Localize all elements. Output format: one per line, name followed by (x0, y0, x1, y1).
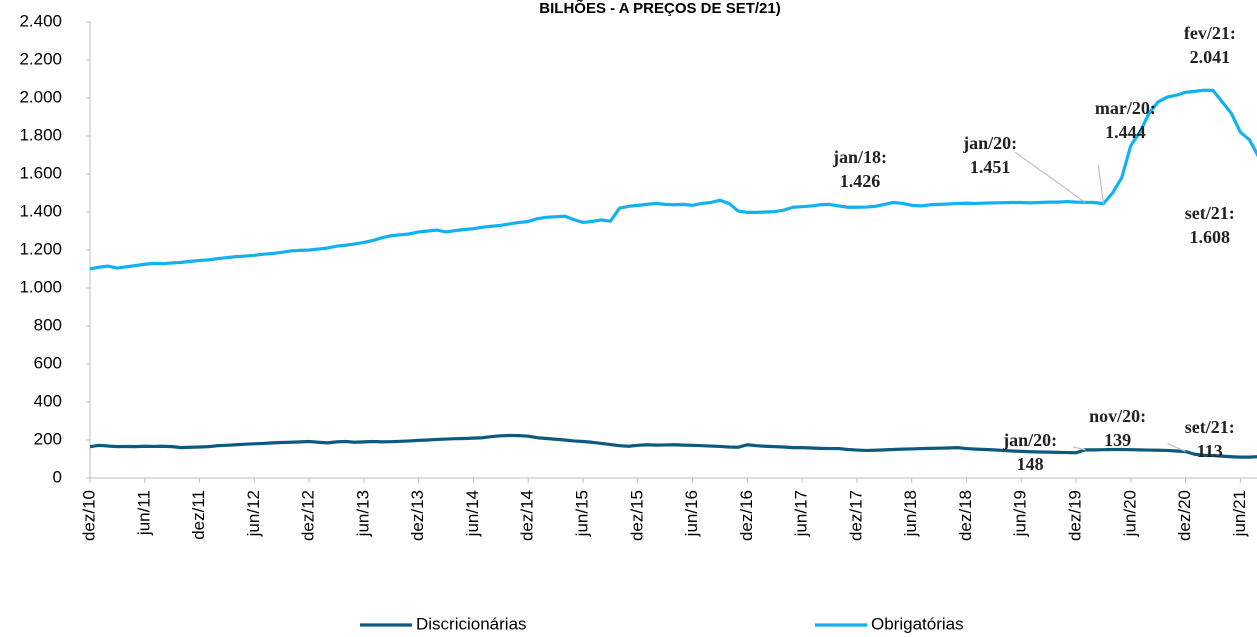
data-label: jan/20: 148 (1003, 429, 1058, 474)
x-tick-label: jun/13 (353, 490, 372, 537)
y-tick-label: 0 (53, 467, 62, 486)
data-label: set/21: 1.608 (1184, 203, 1235, 248)
x-tick-label: dez/18 (956, 490, 975, 541)
x-tick-label: jun/21 (1230, 490, 1249, 537)
x-tick-label: dez/13 (408, 490, 427, 541)
series-line (89, 88, 1257, 271)
data-label: mar/20: 1.444 (1094, 97, 1156, 142)
callout-leader (1073, 446, 1086, 451)
chart-title: BILHÕES - A PREÇOS DE SET/21) (539, 0, 780, 17)
x-tick-label: dez/17 (846, 490, 865, 541)
x-tick-label: jun/20 (1120, 490, 1139, 537)
x-tick-label: dez/16 (737, 490, 756, 541)
y-tick-label: 2.000 (19, 87, 62, 106)
data-label: jan/20: 1.451 (963, 133, 1018, 178)
x-tick-label: dez/14 (518, 490, 537, 541)
x-tick-label: dez/15 (627, 490, 646, 541)
y-tick-label: 1.000 (19, 277, 62, 296)
y-tick-label: 400 (34, 391, 62, 410)
y-tick-label: 1.600 (19, 163, 62, 182)
callout-leader (1097, 165, 1105, 204)
x-tick-label: jun/12 (244, 490, 263, 537)
legend-label: Discricionárias (416, 614, 527, 633)
x-tick-label: jun/16 (682, 490, 701, 537)
x-tick-label: dez/11 (189, 490, 208, 540)
x-tick-label: jun/14 (463, 490, 482, 537)
x-tick-label: jun/15 (573, 490, 592, 537)
x-tick-label: jun/18 (901, 490, 920, 537)
data-label: jan/18: 1.426 (833, 147, 888, 192)
x-tick-label: jun/19 (1011, 490, 1030, 537)
y-tick-label: 1.400 (19, 201, 62, 220)
data-label: fev/21: 2.041 (1183, 23, 1236, 68)
x-tick-label: dez/12 (299, 490, 318, 541)
series-line (89, 433, 1257, 459)
data-label: set/21: 113 (1184, 416, 1235, 461)
data-label: nov/20: 139 (1089, 405, 1147, 450)
x-tick-label: jun/11 (134, 490, 153, 536)
y-tick-label: 1.800 (19, 125, 62, 144)
x-tick-label: jun/17 (792, 490, 811, 537)
y-tick-label: 600 (34, 353, 62, 372)
y-tick-label: 200 (34, 429, 62, 448)
y-tick-label: 2.200 (19, 49, 62, 68)
y-tick-label: 1.200 (19, 239, 62, 258)
x-tick-label: dez/20 (1175, 490, 1194, 541)
legend-label: Obrigatórias (871, 614, 964, 633)
x-tick-label: dez/19 (1066, 490, 1085, 541)
y-tick-label: 2.400 (19, 11, 62, 30)
callout-leader (1014, 151, 1086, 203)
x-tick-label: dez/10 (79, 490, 98, 541)
y-tick-label: 800 (34, 315, 62, 334)
callout-leader (1167, 443, 1186, 453)
